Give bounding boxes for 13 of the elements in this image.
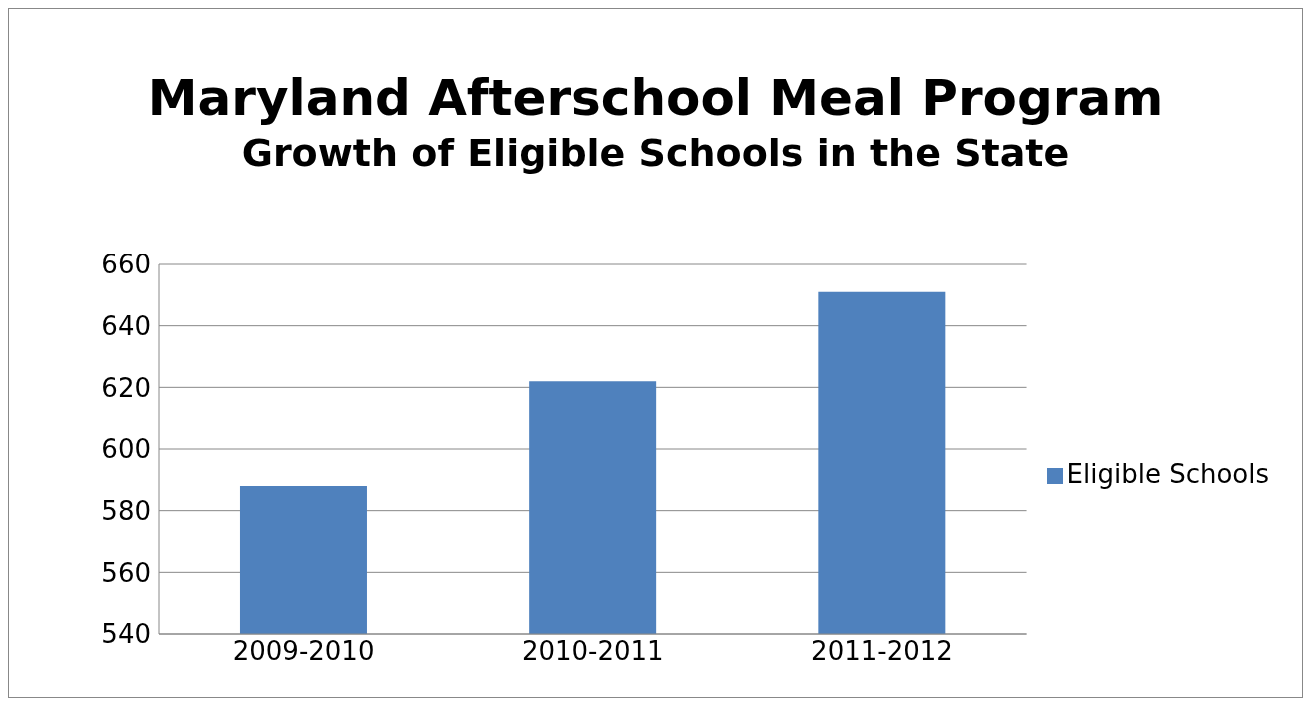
x-tick-label: 2009-2010 (232, 636, 375, 667)
y-tick-label: 640 (101, 310, 151, 341)
y-tick-label: 660 (101, 249, 151, 280)
chart-title: Maryland Afterschool Meal Program (146, 69, 1165, 127)
x-tick-label: 2010-2011 (521, 636, 664, 667)
y-tick-label: 540 (101, 619, 151, 650)
y-tick-label: 560 (101, 557, 151, 588)
legend-label: Eligible Schools (1066, 459, 1269, 489)
y-tick-label: 580 (101, 495, 151, 526)
y-tick-label: 600 (101, 434, 151, 465)
x-tick-label: 2011-2012 (811, 636, 953, 667)
y-tick-label: 620 (101, 372, 151, 403)
chart-subtitle: Growth of Eligible Schools in the State (240, 131, 1071, 175)
